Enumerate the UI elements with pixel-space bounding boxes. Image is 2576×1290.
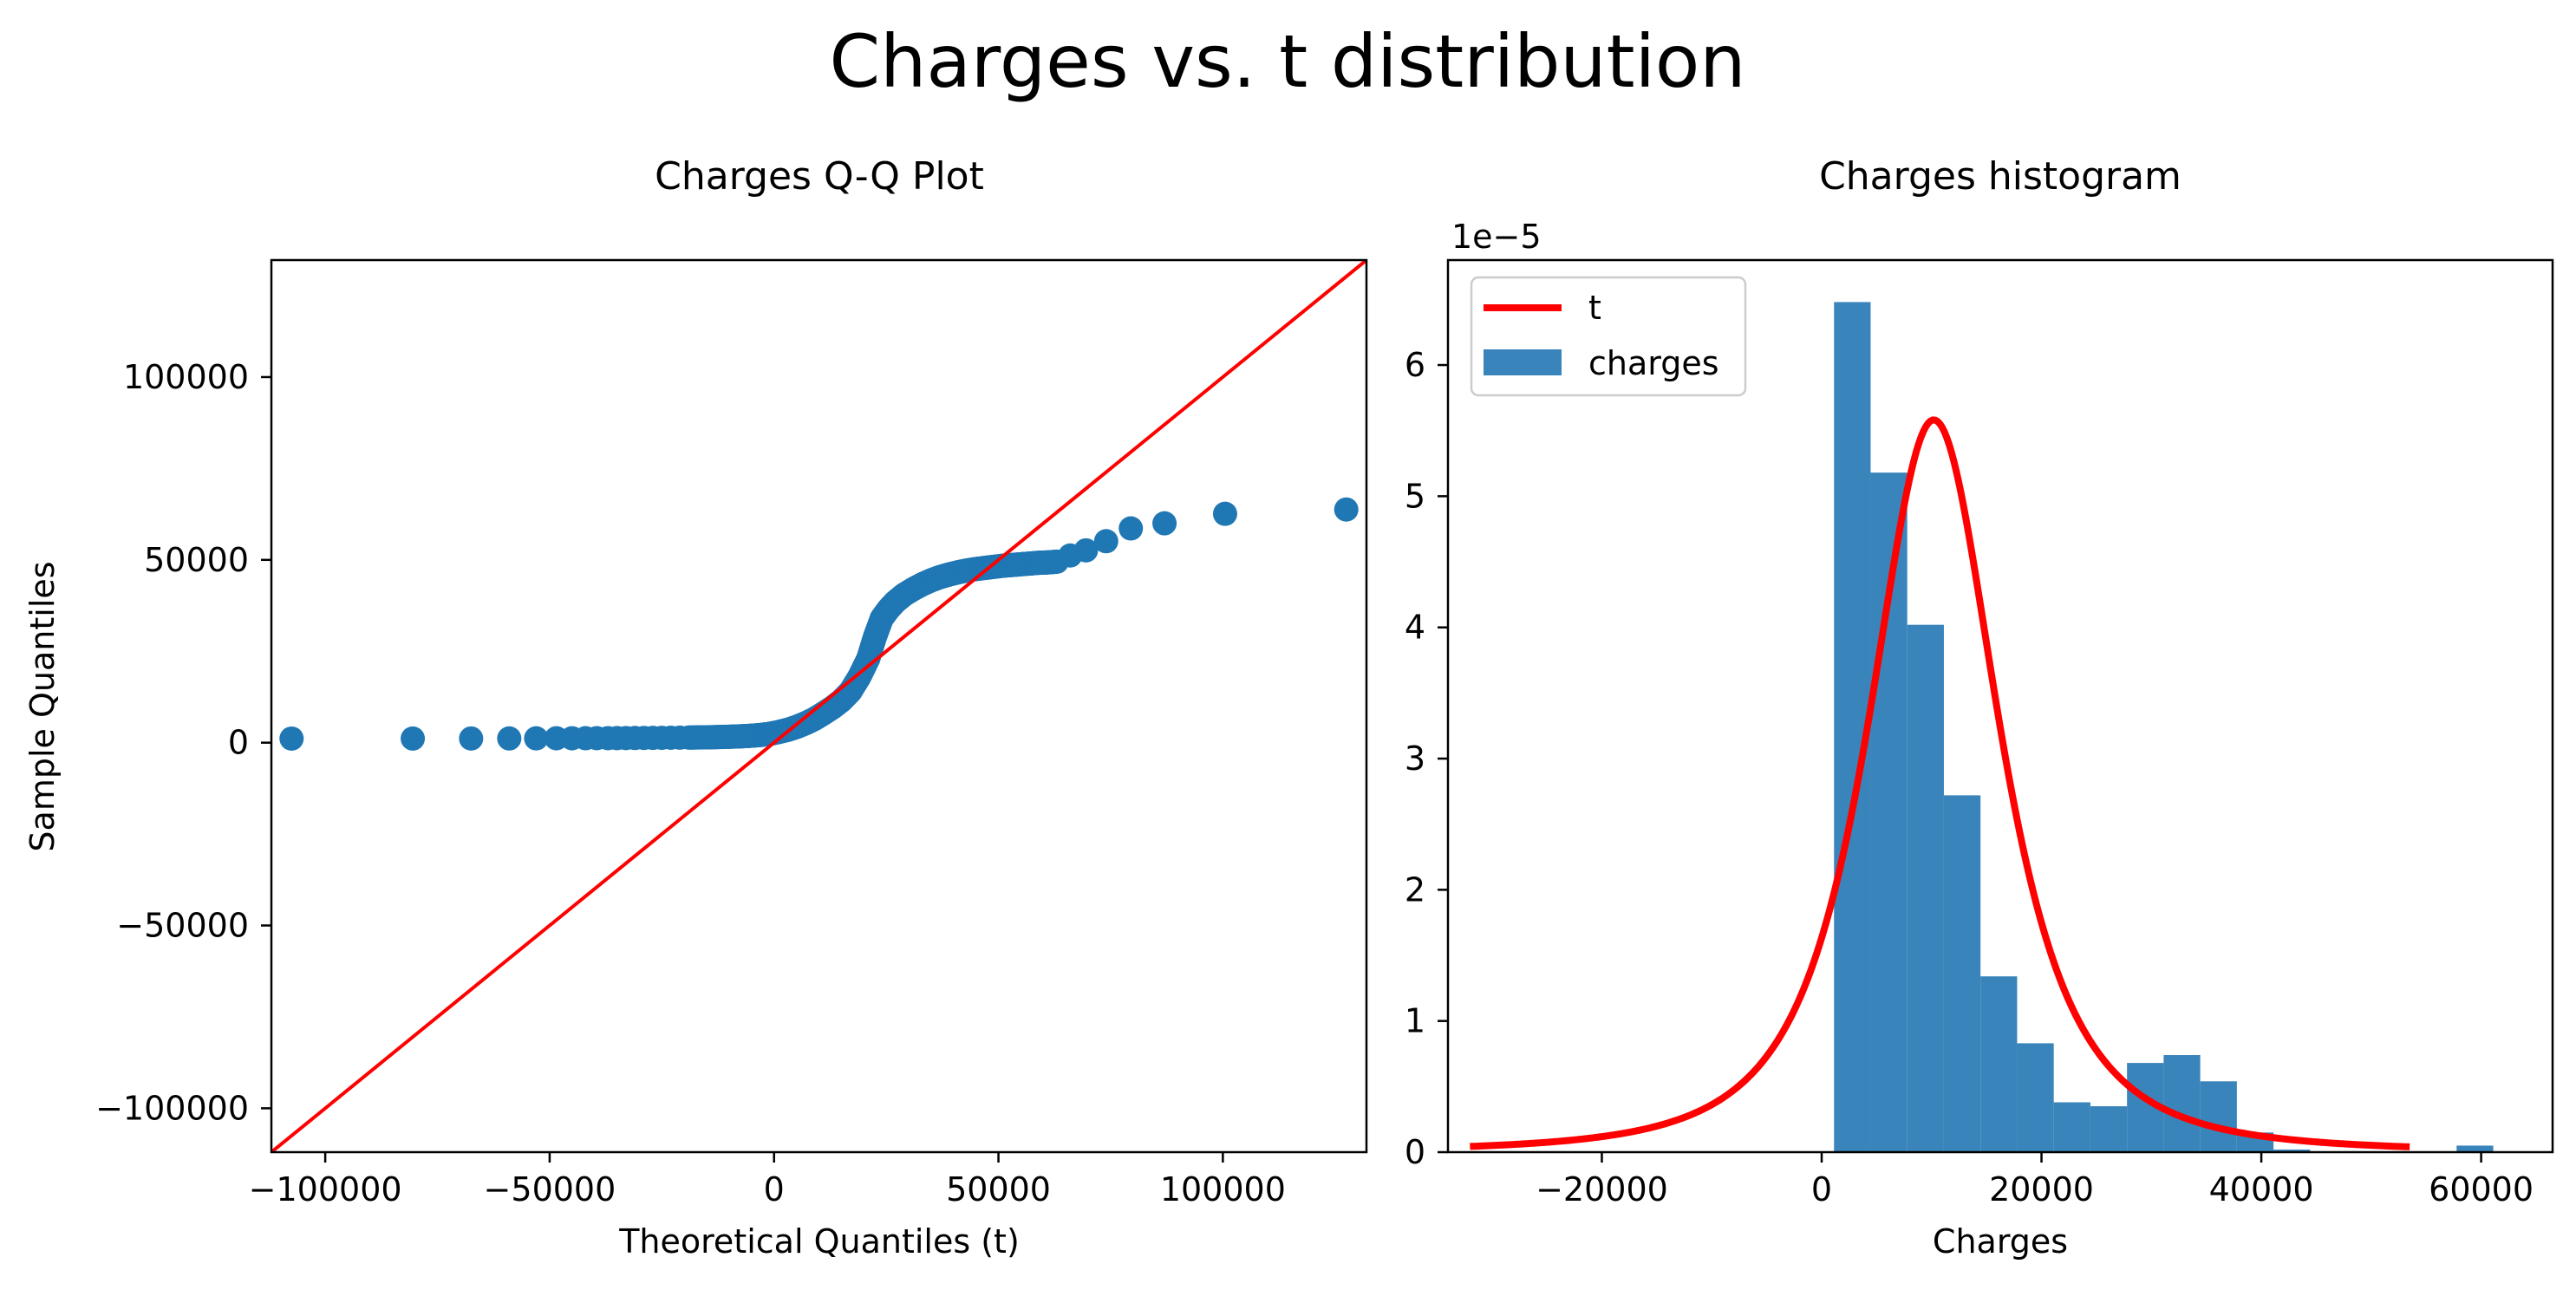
hist-x-ticks: −20000 0 20000 40000 60000 (1536, 1152, 2534, 1209)
histogram-bar (2163, 1055, 2201, 1152)
qq-xtick-label: 100000 (1160, 1170, 1286, 1209)
qq-ytick-label: 50000 (144, 541, 249, 579)
hist-xtick-label: 0 (1811, 1170, 1832, 1209)
hist-ytick-label: 3 (1405, 739, 1425, 778)
qq-point (1212, 501, 1237, 526)
histogram-axes: Charges histogram −20000 0 20000 40000 60000… (1405, 154, 2554, 1261)
hist-ytick-label: 4 (1405, 609, 1425, 647)
hist-xtick-label: 40000 (2209, 1170, 2314, 1209)
histogram-title: Charges histogram (1819, 154, 2181, 199)
histogram-bar (2200, 1081, 2237, 1152)
hist-xtick-label: 20000 (1989, 1170, 2094, 1209)
hist-y-scale-label: 1e−5 (1451, 218, 1542, 256)
hist-x-label: Charges (1933, 1222, 2068, 1261)
qq-x-label: Theoretical Quantiles (t) (618, 1222, 1020, 1261)
qq-ytick-label: −100000 (95, 1089, 249, 1127)
qq-point (279, 726, 304, 751)
hist-y-ticks: 0 1 2 3 4 5 6 (1405, 346, 1448, 1171)
qq-xtick-label: 0 (764, 1170, 785, 1209)
legend-charges-label: charges (1588, 344, 1719, 382)
qq-point (401, 726, 426, 751)
qq-x-ticks: −100000 −50000 0 50000 100000 (249, 1152, 1286, 1209)
qq-point (1152, 511, 1177, 536)
legend-charges-swatch (1484, 349, 1562, 375)
hist-ytick-label: 1 (1405, 1002, 1425, 1040)
histogram-bar (2273, 1149, 2311, 1152)
qq-point (1334, 497, 1359, 522)
qq-plot-area (271, 260, 1366, 1152)
qq-y-label: Sample Quantiles (23, 561, 62, 851)
qq-point (1093, 529, 1118, 554)
qq-point (1043, 550, 1068, 575)
histogram-plot-area (1470, 302, 2494, 1152)
t-pdf-line (1470, 416, 2410, 1150)
figure-title: Charges vs. t distribution (829, 19, 1745, 104)
qq-plot-axes: Charges Q-Q Plot −100000 −50000 0 50000 1000… (23, 154, 1368, 1261)
qq-plot-frame (270, 258, 1368, 1154)
legend-t-label: t (1588, 289, 1601, 327)
histogram-bar (2456, 1145, 2494, 1152)
qq-xtick-label: −100000 (249, 1170, 402, 1209)
histogram-bar (1943, 795, 1981, 1152)
qq-y-ticks: −100000 −50000 0 50000 100000 (95, 358, 271, 1127)
histogram-bar (1980, 976, 2018, 1152)
qq-plot-title: Charges Q-Q Plot (655, 154, 984, 199)
qq-ytick-label: 0 (228, 724, 249, 762)
histogram-bar (1907, 624, 1944, 1152)
qq-point (497, 726, 522, 751)
hist-xtick-label: −20000 (1536, 1170, 1668, 1209)
histogram-legend: t charges (1470, 276, 1747, 397)
hist-ytick-label: 2 (1405, 870, 1425, 909)
qq-reference-line (271, 260, 1366, 1152)
qq-xtick-label: 50000 (946, 1170, 1051, 1209)
histogram-frame (1446, 258, 2554, 1154)
qq-point (459, 726, 484, 751)
qq-point (524, 726, 549, 751)
hist-ytick-label: 0 (1405, 1133, 1425, 1171)
histogram-bar (2090, 1106, 2128, 1152)
qq-point (1118, 516, 1144, 541)
hist-xtick-label: 60000 (2429, 1170, 2534, 1209)
hist-ytick-label: 5 (1405, 477, 1425, 515)
histogram-bar (2053, 1102, 2090, 1152)
qq-point (1073, 538, 1099, 563)
qq-xtick-label: −50000 (484, 1170, 616, 1209)
qq-ytick-label: −50000 (116, 907, 249, 945)
histogram-bar (2017, 1043, 2054, 1152)
hist-ytick-label: 6 (1405, 346, 1425, 384)
qq-ytick-label: 100000 (123, 358, 249, 396)
